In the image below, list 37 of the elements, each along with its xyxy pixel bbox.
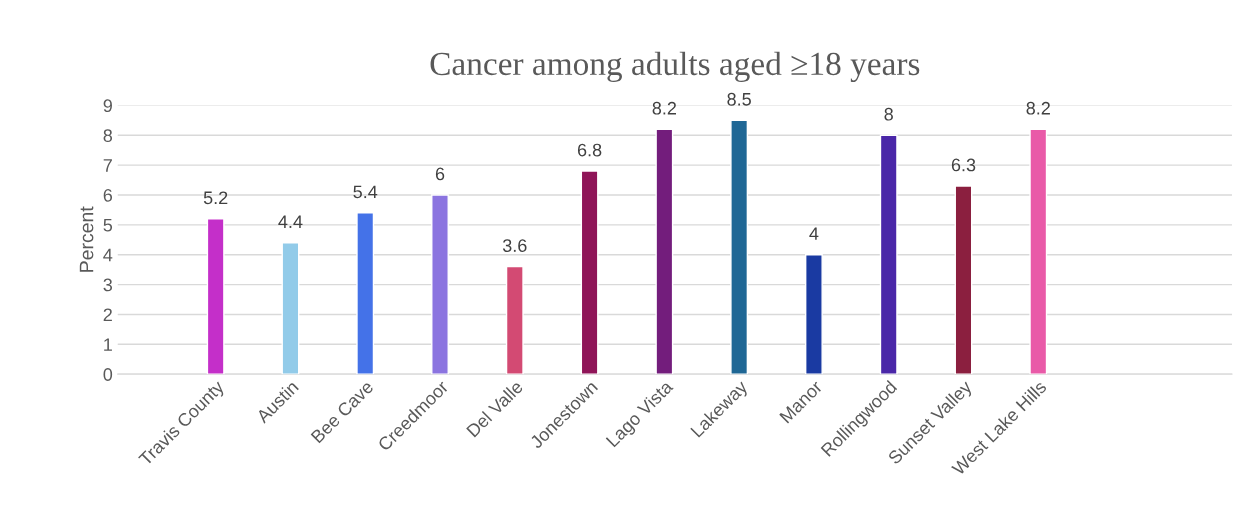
bar <box>805 254 823 375</box>
y-tick-label: 9 <box>103 99 112 113</box>
data-label: 8.2 <box>1026 101 1050 115</box>
y-tick-label: 7 <box>103 159 112 172</box>
bar <box>1029 128 1048 375</box>
bar <box>431 194 449 375</box>
data-label: 8.2 <box>652 101 676 115</box>
bar <box>655 128 674 375</box>
data-label: 6.3 <box>951 158 976 172</box>
y-tick-label: 1 <box>104 338 112 351</box>
data-label: 8.5 <box>727 92 751 106</box>
data-label: 6.8 <box>577 143 602 157</box>
y-tick-label: 5 <box>103 218 113 232</box>
y-tick-label: 8 <box>103 129 113 142</box>
chart-title: Cancer among adults aged ≥18 years <box>430 51 920 83</box>
bar <box>206 218 225 375</box>
data-label: 4.4 <box>278 215 303 228</box>
y-tick-label: 3 <box>103 278 113 292</box>
bar <box>879 134 898 375</box>
data-label: 4 <box>809 227 819 240</box>
bar <box>281 242 300 375</box>
y-tick-label: 2 <box>103 308 112 321</box>
y-axis-title: Percent <box>79 206 94 272</box>
data-label: 6 <box>435 167 445 181</box>
bar <box>505 265 524 375</box>
data-label: 5.4 <box>353 185 378 199</box>
data-label: 3.6 <box>502 239 527 252</box>
data-label: 5.2 <box>203 191 228 205</box>
data-label: 8 <box>884 107 893 121</box>
x-tick-label: Del Valle <box>465 379 524 438</box>
bar <box>730 119 749 375</box>
bar <box>954 185 973 375</box>
bar <box>356 212 375 375</box>
y-tick-label: 4 <box>103 248 113 262</box>
bar <box>580 170 599 375</box>
y-tick-label: 6 <box>103 188 113 202</box>
y-tick-label: 0 <box>103 368 113 381</box>
